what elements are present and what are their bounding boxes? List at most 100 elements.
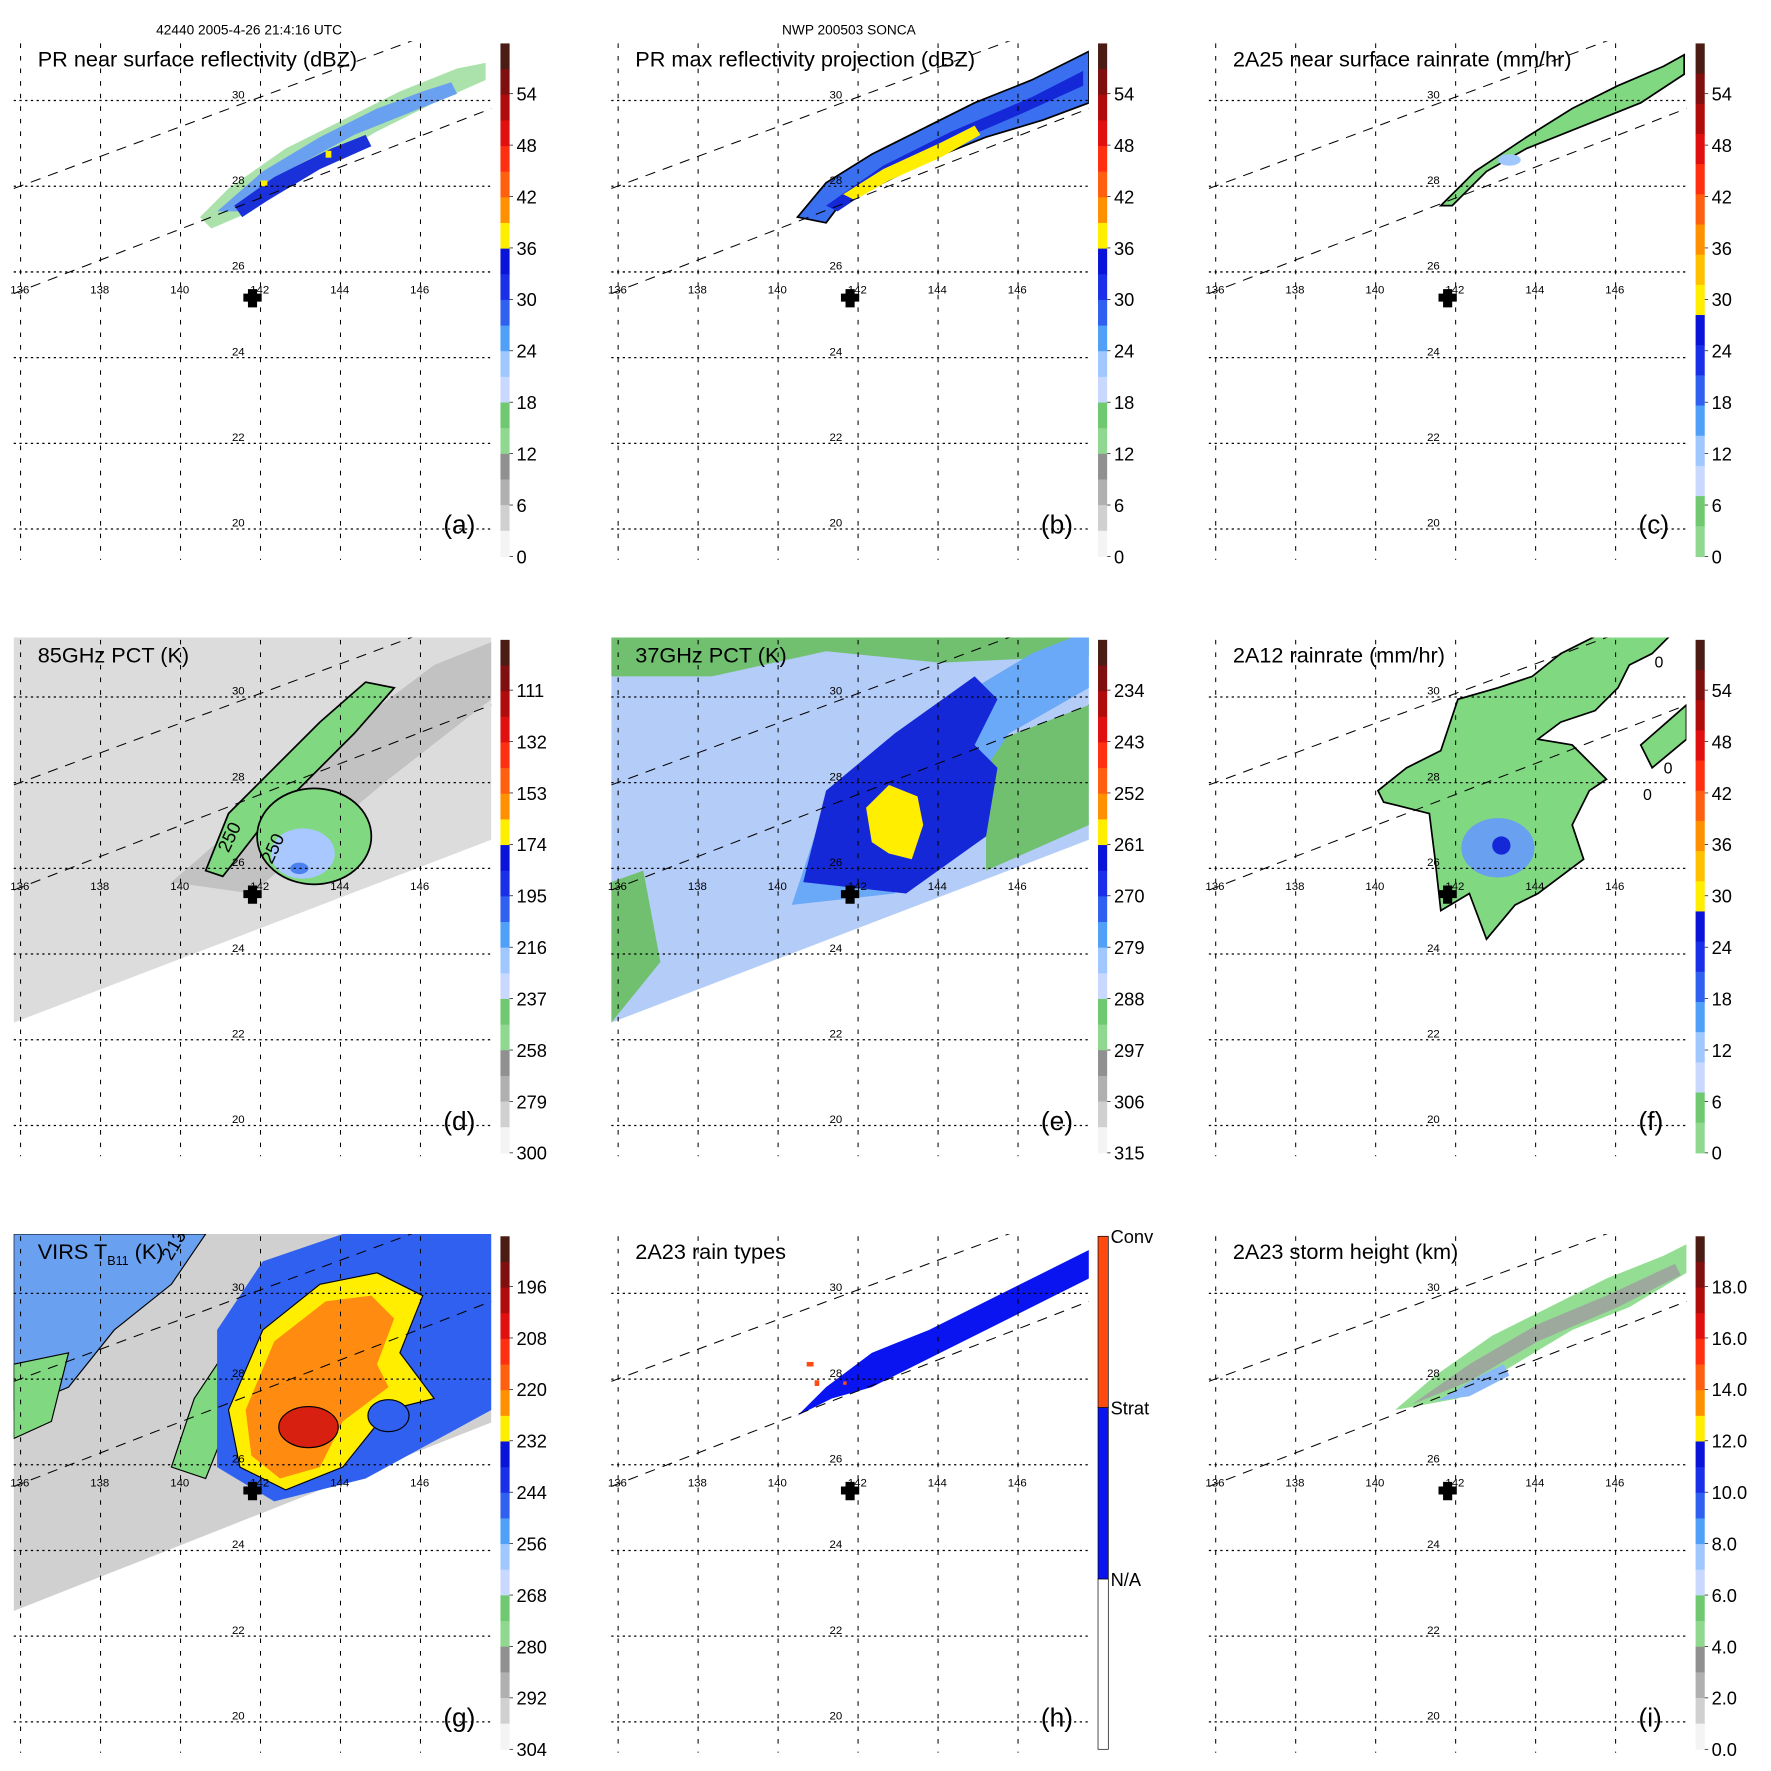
swath-edge-line bbox=[611, 1300, 1089, 1487]
colorbar-segment bbox=[1098, 530, 1108, 558]
latitude-label: 28 bbox=[830, 771, 843, 783]
colorbar-label: 12 bbox=[516, 443, 536, 464]
longitude-label: 138 bbox=[90, 285, 109, 297]
latitude-label: 26 bbox=[1427, 1454, 1440, 1466]
panel-title: 2A12 rainrate (mm/hr) bbox=[1233, 643, 1445, 668]
colorbar-label: 252 bbox=[1114, 783, 1144, 804]
colorbar-segment bbox=[1695, 1001, 1705, 1033]
colorbar-segment bbox=[1098, 998, 1108, 1026]
colorbar-segment bbox=[1695, 465, 1705, 497]
latitude-label: 28 bbox=[830, 1368, 843, 1380]
latitude-label: 24 bbox=[232, 1539, 245, 1551]
colorbar-segment bbox=[1695, 911, 1705, 943]
longitude-label: 140 bbox=[1365, 285, 1384, 297]
colorbar-label: 220 bbox=[516, 1379, 546, 1400]
data-field: 0 0 0 bbox=[1376, 637, 1687, 941]
colorbar-segment bbox=[500, 998, 510, 1026]
colorbar-label: 54 bbox=[516, 84, 536, 105]
colorbar-label: 36 bbox=[516, 238, 536, 259]
colorbar-segment bbox=[500, 1024, 510, 1051]
colorbar-label: 280 bbox=[516, 1636, 546, 1657]
panel-title-text: 2A23 rain types bbox=[635, 1239, 786, 1264]
colorbar-label: 292 bbox=[516, 1688, 546, 1709]
latitude-label: 28 bbox=[1427, 175, 1440, 187]
colorbar-segment bbox=[1695, 1646, 1705, 1673]
colorbar-segment bbox=[500, 742, 510, 769]
colorbar-segment bbox=[1695, 43, 1705, 75]
colorbar-segment bbox=[500, 896, 510, 923]
colorbar-label: 297 bbox=[1114, 1040, 1144, 1061]
land-top bbox=[611, 637, 1089, 677]
colorbar-label: 0 bbox=[1712, 546, 1722, 567]
colorbar-segment bbox=[1695, 971, 1705, 1003]
colorbar-segment bbox=[500, 1101, 510, 1128]
echo-core bbox=[325, 150, 332, 158]
panel-letter: (h) bbox=[1041, 1702, 1073, 1732]
colorbar: 54 48 42 36 30 24 18 12 6 0 bbox=[1098, 43, 1134, 567]
longitude-label: 138 bbox=[688, 285, 707, 297]
latitude-label: 22 bbox=[1427, 1625, 1440, 1637]
colorbar-segment bbox=[1695, 375, 1705, 407]
latitude-label: 22 bbox=[232, 432, 245, 444]
latitude-label: 22 bbox=[830, 1028, 843, 1040]
colorbar-label: 36 bbox=[1712, 238, 1732, 259]
colorbar-segment bbox=[1695, 1697, 1705, 1725]
colorbar-segment bbox=[500, 819, 510, 846]
colorbar-segment bbox=[1098, 376, 1108, 404]
colorbar-label: 232 bbox=[516, 1431, 546, 1452]
colorbar-segment bbox=[1098, 947, 1108, 974]
colorbar-segment bbox=[1695, 103, 1705, 135]
longitude-label: 146 bbox=[1605, 1477, 1624, 1489]
colorbar-label: 237 bbox=[516, 988, 546, 1009]
longitude-label: 140 bbox=[768, 285, 787, 297]
panel-title: VIRS TB11 (K) bbox=[38, 1239, 164, 1268]
colorbar-label: 54 bbox=[1114, 84, 1134, 105]
colorbar-segment bbox=[1098, 870, 1108, 897]
latitude-label: 22 bbox=[1427, 432, 1440, 444]
longitude-label: 146 bbox=[1605, 285, 1624, 297]
storm-center-cross-icon bbox=[840, 1481, 860, 1501]
colorbar-label: 18 bbox=[516, 392, 536, 413]
colorbar-segment bbox=[500, 248, 510, 275]
longitude-label: 144 bbox=[1525, 1477, 1545, 1489]
cloud-west-edge bbox=[13, 1352, 70, 1440]
colorbar-label: 24 bbox=[1712, 937, 1732, 958]
panel-title-text: 2A25 near surface rainrate (mm/hr) bbox=[1233, 46, 1572, 71]
colorbar-segment bbox=[1098, 845, 1108, 872]
latitude-label: 30 bbox=[232, 686, 245, 698]
colorbar-segment bbox=[1098, 1127, 1108, 1154]
colorbar-segment bbox=[500, 530, 510, 558]
rain-moderate bbox=[1497, 154, 1521, 166]
colorbar-label: Conv bbox=[1111, 1226, 1155, 1247]
colorbar-label: 48 bbox=[1712, 135, 1732, 156]
data-field bbox=[1395, 1244, 1687, 1410]
colorbar-segment bbox=[1695, 881, 1705, 913]
panel-title-text: VIRS T bbox=[38, 1239, 108, 1264]
colorbar-segment bbox=[500, 1467, 510, 1494]
colorbar-segment bbox=[1695, 1621, 1705, 1648]
colorbar-segment bbox=[1098, 479, 1108, 506]
colorbar: 54 48 42 36 30 24 18 12 6 0 bbox=[500, 43, 537, 567]
colorbar-segment bbox=[1098, 639, 1108, 667]
longitude-label: 146 bbox=[410, 881, 429, 893]
colorbar-segment bbox=[1098, 665, 1108, 692]
latitude-label: 26 bbox=[232, 1454, 245, 1466]
colorbar-segment bbox=[1098, 505, 1108, 532]
latitude-label: 28 bbox=[232, 1368, 245, 1380]
panel-letter: (b) bbox=[1041, 510, 1073, 540]
colorbar-segment bbox=[1098, 402, 1108, 429]
latitude-label: 24 bbox=[232, 943, 245, 955]
latitude-label: 30 bbox=[232, 89, 245, 101]
panel-letter: (i) bbox=[1638, 1702, 1661, 1732]
colorbar-label: 153 bbox=[516, 783, 546, 804]
longitude-label: 136 bbox=[1205, 1477, 1224, 1489]
colorbar-segment bbox=[1695, 133, 1705, 165]
colorbar-segment bbox=[500, 1672, 510, 1699]
colorbar-label: 18 bbox=[1712, 392, 1732, 413]
colorbar: 196 208 220 232 244 256 268 280 292 304 bbox=[500, 1236, 547, 1760]
